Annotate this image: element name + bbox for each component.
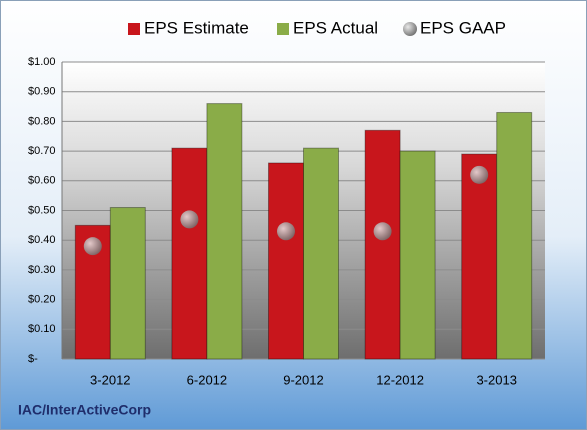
y-tick-label: $0.50 (28, 204, 56, 216)
marker (180, 210, 199, 229)
bar (496, 111, 533, 360)
x-tick-label: 3-2012 (90, 372, 130, 387)
legend-label: EPS Actual (293, 18, 378, 37)
marker (373, 222, 392, 241)
legend-marker (403, 22, 417, 36)
y-tick-label: $0.60 (28, 175, 56, 187)
legend-label: EPS GAAP (420, 18, 506, 37)
y-tick-label: $0.90 (28, 86, 56, 98)
bar (171, 147, 208, 360)
y-tick-label: $1.00 (28, 56, 56, 68)
marker (83, 237, 102, 256)
legend-label: EPS Estimate (144, 18, 249, 37)
bar (268, 162, 304, 360)
legend-marker (128, 23, 140, 35)
x-tick-label: 6-2012 (187, 372, 227, 387)
y-tick-label: $0.40 (28, 234, 56, 246)
y-tick-label: $0.30 (28, 264, 56, 276)
y-tick-label: $0.10 (28, 323, 56, 335)
marker (470, 165, 489, 184)
bar (364, 129, 401, 360)
y-tick-label: $- (28, 353, 38, 365)
x-tick-label: 12-2012 (376, 372, 424, 387)
x-tick-label: 3-2013 (476, 372, 516, 387)
y-tick-label: $0.80 (28, 115, 56, 127)
footer: IAC/InterActiveCorp (18, 402, 151, 418)
marker (277, 222, 295, 241)
bar (399, 150, 436, 360)
legend-marker (277, 23, 289, 35)
bar (206, 103, 243, 360)
bar (461, 153, 498, 360)
bar (303, 147, 339, 360)
y-tick-label: $0.70 (28, 145, 56, 157)
bar (109, 207, 146, 360)
y-tick-label: $0.20 (28, 294, 56, 306)
x-tick-label: 9-2012 (283, 372, 323, 387)
